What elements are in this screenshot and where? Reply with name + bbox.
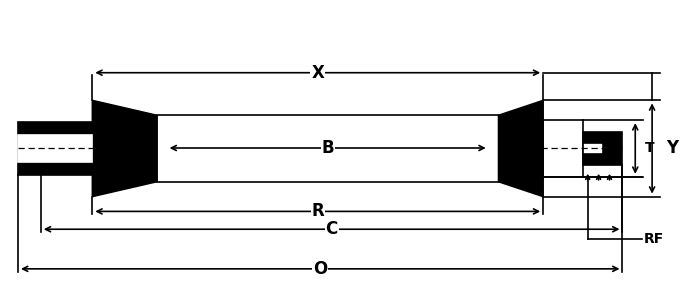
Text: R: R	[312, 202, 324, 221]
Bar	[583, 143, 603, 154]
Text: C: C	[325, 220, 338, 238]
Bar	[157, 115, 498, 182]
Text: B: B	[321, 139, 334, 157]
Bar	[18, 135, 93, 162]
Text: O: O	[313, 260, 328, 278]
Polygon shape	[93, 100, 157, 197]
Text: RF: RF	[644, 232, 665, 246]
Text: Y: Y	[666, 139, 678, 157]
Bar	[543, 120, 583, 177]
Bar	[583, 132, 623, 165]
Text: X: X	[312, 64, 324, 82]
Polygon shape	[498, 100, 543, 197]
Text: T: T	[645, 141, 655, 155]
Bar	[18, 122, 93, 175]
